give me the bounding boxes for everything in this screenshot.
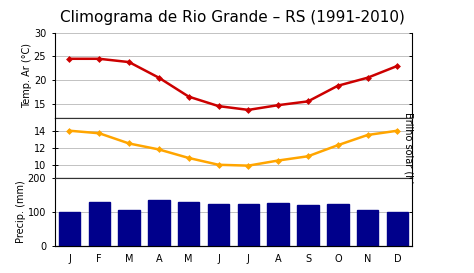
- Bar: [89, 202, 110, 246]
- Y-axis label: Precip. (mm): Precip. (mm): [16, 180, 26, 243]
- Y-axis label: Brilho solar (h): Brilho solar (h): [404, 112, 414, 184]
- Bar: [148, 200, 170, 246]
- Bar: [208, 204, 229, 246]
- Bar: [327, 204, 348, 246]
- Y-axis label: Temp. Ar (°C): Temp. Ar (°C): [22, 43, 32, 108]
- Bar: [178, 202, 200, 246]
- Bar: [267, 203, 289, 246]
- Bar: [387, 212, 408, 246]
- Bar: [237, 204, 259, 246]
- Bar: [59, 212, 80, 246]
- Bar: [357, 210, 378, 246]
- Bar: [297, 206, 319, 246]
- Text: Climograma de Rio Grande – RS (1991-2010): Climograma de Rio Grande – RS (1991-2010…: [60, 10, 405, 25]
- Bar: [118, 210, 140, 246]
